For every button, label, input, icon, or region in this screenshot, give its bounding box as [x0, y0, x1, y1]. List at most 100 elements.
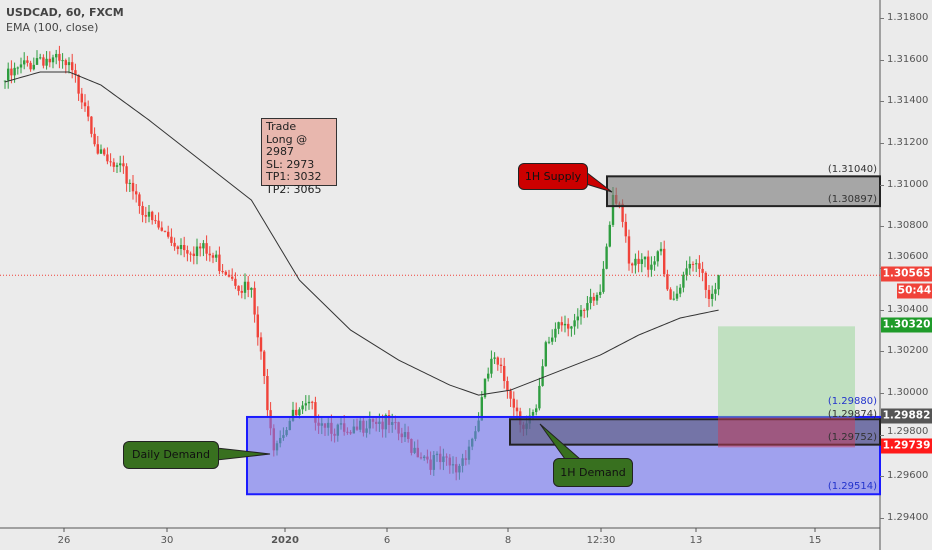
candle-body [205, 243, 208, 254]
candle-body [26, 60, 29, 63]
candle-body [311, 401, 314, 403]
candle-body [74, 70, 77, 75]
symbol-title[interactable]: USDCAD, 60, FXCM [6, 6, 124, 19]
price-tick-label: 1.30800 [887, 220, 929, 232]
candle-body [147, 211, 151, 217]
candle-body [685, 268, 688, 275]
candle-body [493, 357, 496, 359]
candle-body [595, 294, 599, 301]
candle-body [179, 245, 183, 249]
time-tick-label: 12:30 [586, 535, 616, 546]
candle-body [173, 242, 176, 247]
callout-1h-supply[interactable]: 1H Supply [518, 163, 588, 190]
price-tick-label: 1.29800 [887, 425, 929, 437]
candle-body [151, 211, 154, 221]
candle-body [563, 323, 567, 326]
candle-body [112, 162, 115, 167]
trade-note-line: Trade [266, 120, 297, 133]
candle-body [128, 182, 131, 184]
candle-body [589, 296, 592, 304]
take-profit-area [718, 326, 855, 418]
candle-body [224, 271, 227, 275]
candle-body [301, 405, 304, 410]
candle-body [19, 64, 23, 68]
zone-label: (1.29874) [827, 409, 877, 420]
chart-legend: USDCAD, 60, FXCM EMA (100, close) [6, 5, 124, 35]
price-tick [880, 434, 884, 436]
candle-body [141, 205, 144, 216]
candle-body [647, 256, 650, 270]
candle-body [208, 253, 211, 256]
candle-body [663, 248, 666, 275]
candle-body [55, 53, 58, 58]
candle-body [176, 246, 179, 249]
last-price-tag: 1.30565 [881, 266, 932, 282]
stop-loss-area [718, 417, 855, 448]
candle-body [573, 320, 576, 327]
trade-note[interactable]: Trade Long @ 2987 SL: 2973 TP1: 3032 TP2… [261, 118, 337, 195]
candle-body [109, 161, 112, 163]
candle-body [608, 224, 611, 247]
candle-body [122, 163, 125, 167]
candle-body [80, 93, 83, 103]
candle-body [570, 326, 573, 329]
candle-body [579, 309, 583, 317]
time-tick-label: 26 [57, 535, 71, 546]
candle-body [547, 341, 551, 343]
candle-body [157, 220, 160, 228]
trade-note-line: Long @ 2987 [266, 132, 308, 158]
candle-body [682, 274, 685, 288]
callout-1h-demand[interactable]: 1H Demand [553, 458, 633, 487]
candle-body [189, 253, 192, 255]
candle-body [567, 323, 570, 329]
price-tick [880, 184, 884, 186]
candle-body [48, 58, 51, 63]
candle-body [499, 364, 503, 366]
entry-price-tag: 1.29882 [881, 408, 932, 424]
price-tick [880, 518, 884, 519]
candle-body [583, 309, 586, 311]
ema-indicator-label[interactable]: EMA (100, close) [6, 21, 99, 34]
time-tick-label: 2020 [271, 535, 299, 546]
price-tick-label: 1.29400 [887, 512, 929, 523]
candle-body [135, 191, 138, 195]
candle-body [304, 403, 307, 406]
price-tick [880, 309, 884, 311]
callout-daily-demand[interactable]: Daily Demand [123, 441, 219, 469]
candle-body [170, 236, 173, 243]
candle-body [231, 276, 234, 279]
candle-body [688, 263, 691, 269]
time-tick-label: 6 [383, 535, 391, 546]
price-tick [880, 18, 884, 19]
candle-body [186, 250, 189, 254]
candle-body [106, 154, 109, 162]
candle-body [167, 231, 170, 237]
price-tick-label: 1.29600 [887, 470, 929, 482]
candle-body [23, 60, 26, 65]
price-tick [880, 143, 884, 144]
candle-body [77, 74, 80, 94]
candle-body [119, 163, 122, 166]
stop-loss-tag: 1.29739 [881, 438, 932, 454]
candle-body [163, 230, 167, 232]
candle-body [215, 254, 218, 258]
candle-body [557, 322, 560, 329]
candle-body [64, 60, 67, 66]
candle-body [263, 351, 266, 377]
candle-body [551, 337, 554, 342]
candle-body [144, 215, 147, 217]
candle-body [701, 268, 704, 273]
candle-body [131, 182, 135, 192]
candle-body [39, 57, 42, 59]
price-tick-label: 1.31800 [887, 12, 929, 23]
candle-body [631, 263, 634, 266]
candle-body [314, 402, 317, 423]
candle-body [544, 342, 547, 367]
candle-body [541, 366, 544, 386]
price-tick [880, 393, 884, 394]
candle-body [13, 67, 16, 76]
candle-body [490, 358, 493, 374]
candle-body [637, 258, 640, 264]
price-tick-label: 1.31000 [887, 178, 929, 190]
